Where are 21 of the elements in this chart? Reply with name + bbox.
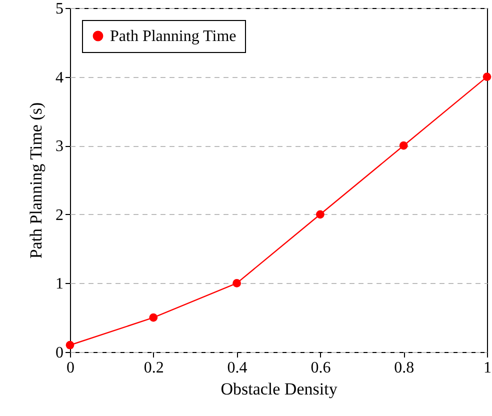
- y-tick-label: 0: [56, 344, 64, 362]
- y-tick-label: 4: [56, 69, 64, 86]
- y-tick-label: 3: [56, 138, 64, 156]
- x-tick-label: 1: [484, 360, 492, 376]
- x-tick-label: 0.6: [310, 360, 331, 376]
- y-tick-label: 5: [56, 0, 64, 18]
- legend-label: Path Planning Time: [110, 28, 236, 45]
- y-tick-label: 2: [56, 206, 64, 224]
- x-tick-label: 0: [66, 360, 74, 376]
- x-tick-label: 0.4: [227, 360, 248, 376]
- point: [149, 313, 158, 322]
- point: [232, 279, 241, 288]
- x-tick-label: 0.8: [394, 360, 414, 376]
- y-axis-title: Path Planning Time (s): [26, 102, 46, 259]
- x-axis-title: Obstacle Density: [220, 380, 338, 398]
- point: [482, 72, 492, 81]
- x-tick-label: 0.2: [144, 360, 164, 376]
- y-tick-label: 1: [56, 276, 64, 293]
- point: [316, 210, 324, 219]
- point: [399, 141, 408, 150]
- point: [66, 340, 74, 350]
